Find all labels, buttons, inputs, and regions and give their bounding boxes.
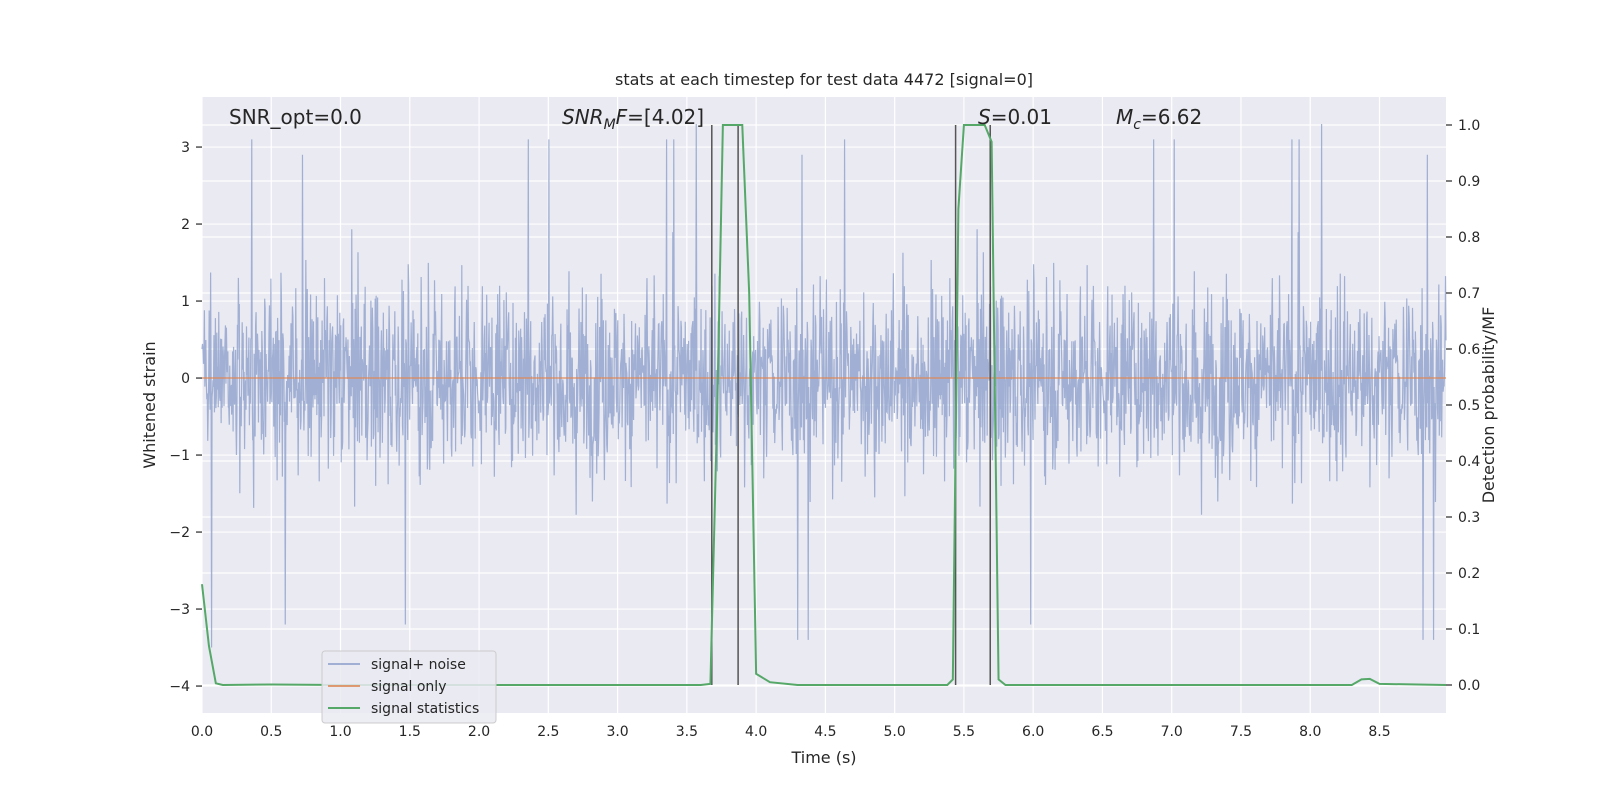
x-tick-label: 2.0	[468, 724, 490, 740]
x-tick-label: 6.0	[1022, 724, 1044, 740]
y-right-tick-label: 0.6	[1458, 342, 1480, 358]
y-left-tick-label: 1	[181, 294, 190, 310]
y-left-axis-ticks: 3 2 1 0 −1 −2 −3 −4	[169, 140, 202, 695]
x-tick-label: 8.5	[1368, 724, 1390, 740]
x-tick-label: 0.0	[191, 724, 213, 740]
y-left-tick-label: 3	[181, 140, 190, 156]
x-tick-label: 3.5	[676, 724, 698, 740]
annotation-mc-symbol: M	[1116, 105, 1133, 129]
x-tick-label: 2.5	[537, 724, 559, 740]
x-tick-label: 4.5	[814, 724, 836, 740]
annotation-s-value: =0.01	[991, 105, 1052, 129]
x-tick-label: 5.5	[953, 724, 975, 740]
x-axis-ticks: 0.0 0.5 1.0 1.5 2.0 2.5 3.0 3.5 4.0 4.5 5.0 5.5 6.0 6…	[191, 724, 1391, 740]
y-left-tick-label: 0	[181, 371, 190, 387]
annotation-mc: Mc=6.62	[1116, 105, 1202, 133]
y-left-tick-label: −2	[169, 525, 190, 541]
y-right-axis-ticks: 1.0 0.9 0.8 0.7 0.6 0.5 0.4 0.3 0.2 0.1 0.0	[1446, 118, 1480, 694]
x-axis-label: Time (s)	[790, 748, 856, 767]
y-right-tick-label: 0.5	[1458, 398, 1480, 414]
annotation-s: S=0.01	[978, 105, 1052, 129]
annotation-snr-mf-value: =[4.02]	[627, 105, 704, 129]
y-right-axis-label: Detection probability/MF	[1479, 307, 1498, 504]
y-right-tick-label: 0.8	[1458, 230, 1480, 246]
y-right-tick-label: 0.1	[1458, 622, 1480, 638]
x-tick-label: 0.5	[260, 724, 282, 740]
y-right-tick-label: 0.9	[1458, 174, 1480, 190]
annotation-snr-mf-subscript: M	[604, 117, 616, 133]
y-left-tick-label: −3	[169, 602, 190, 618]
x-tick-label: 1.5	[399, 724, 421, 740]
annotation-s-symbol: S	[978, 105, 991, 129]
legend-label-signal-statistics: signal statistics	[371, 701, 479, 717]
x-tick-label: 5.0	[884, 724, 906, 740]
y-left-tick-label: −1	[169, 448, 190, 464]
x-tick-label: 7.5	[1230, 724, 1252, 740]
signal-noise-line	[201, 123, 1447, 648]
annotation-mc-value: =6.62	[1141, 105, 1202, 129]
y-right-tick-label: 0.4	[1458, 454, 1480, 470]
x-tick-label: 7.0	[1161, 724, 1183, 740]
annotation-mc-subscript: c	[1133, 117, 1141, 133]
y-left-tick-label: −4	[169, 679, 190, 695]
legend-label-signal-only: signal only	[371, 679, 446, 695]
y-left-axis-label: Whitened strain	[140, 341, 159, 468]
x-tick-label: 6.5	[1091, 724, 1113, 740]
annotation-snr-opt: SNR_opt=0.0	[229, 105, 362, 129]
legend-box	[321, 650, 497, 724]
x-tick-label: 3.0	[606, 724, 628, 740]
annotation-snr-mf-f: F	[616, 105, 628, 129]
y-right-tick-label: 0.3	[1458, 510, 1480, 526]
series-signal-noise	[201, 123, 1447, 648]
annotation-snr-mf-symbol: SNR	[562, 105, 604, 129]
x-tick-label: 4.0	[745, 724, 767, 740]
x-tick-label: 1.0	[329, 724, 351, 740]
chart-title: stats at each timestep for test data 447…	[615, 70, 1033, 89]
annotation-snr-mf: SNRMF=[4.02]	[562, 105, 704, 133]
x-tick-label: 8.0	[1299, 724, 1321, 740]
legend-label-signal-noise: signal+ noise	[371, 657, 466, 673]
y-right-tick-label: 0.0	[1458, 678, 1480, 694]
y-right-tick-label: 1.0	[1458, 118, 1480, 134]
y-right-tick-label: 0.2	[1458, 566, 1480, 582]
y-right-tick-label: 0.7	[1458, 286, 1480, 302]
y-left-tick-label: 2	[181, 217, 190, 233]
legend: signal+ noise signal only signal statist…	[321, 650, 497, 724]
